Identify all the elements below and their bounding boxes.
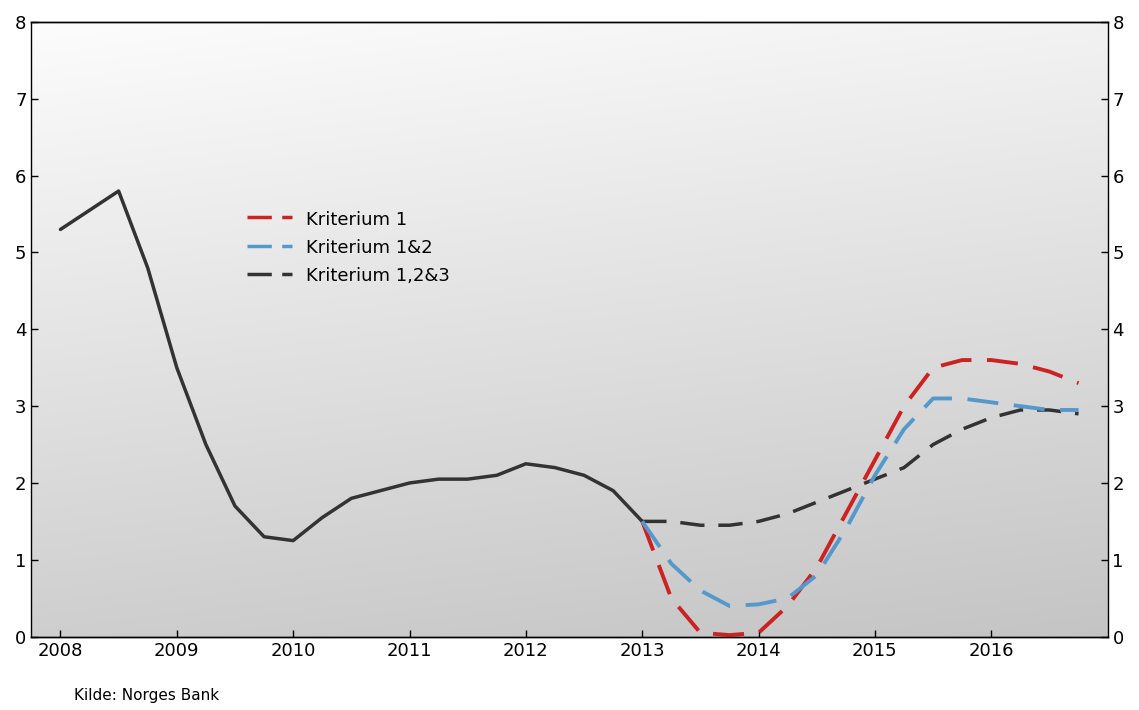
Text: Kilde: Norges Bank: Kilde: Norges Bank [74, 688, 219, 703]
Legend: Kriterium 1, Kriterium 1&2, Kriterium 1,2&3: Kriterium 1, Kriterium 1&2, Kriterium 1,… [239, 203, 458, 293]
